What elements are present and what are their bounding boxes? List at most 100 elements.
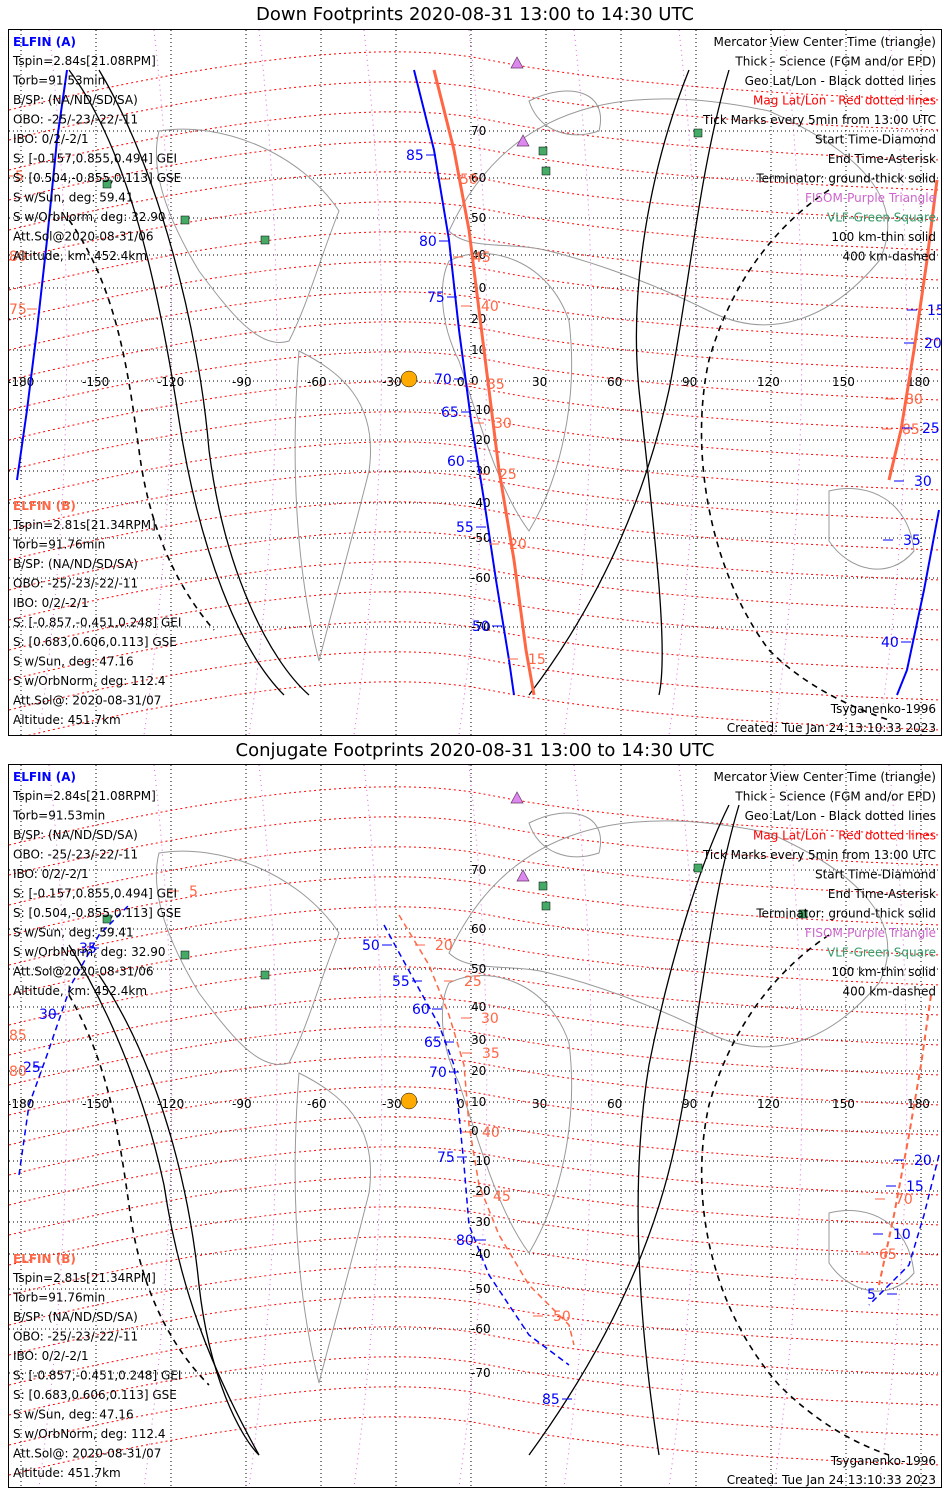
mag-meridian-line [773, 29, 803, 736]
mag-lat-line [8, 1356, 942, 1416]
legend-line: 400 km-dashed [842, 985, 936, 999]
lon-label: -60 [307, 375, 327, 389]
lat-label: -60 [471, 1322, 491, 1336]
track-tick-label: 30 [39, 1007, 57, 1023]
terminator-line [98, 974, 260, 1456]
elfin-b-info-line: S: [0.683,0.606,0.113] GSE [13, 635, 177, 649]
legend-line: End Time-Asterisk [828, 887, 936, 901]
elfin-a-info-line: Att.Sol@2020-08-31/06 [13, 230, 154, 244]
bottom-panel-title: Conjugate Footprints 2020-08-31 13:00 to… [235, 740, 715, 761]
vlf-square-icon [180, 215, 190, 225]
lat-label: -20 [471, 433, 491, 447]
mag-meridian-line [38, 764, 68, 1488]
lat-label: 70 [471, 124, 486, 138]
mag-lat-line [8, 996, 942, 1056]
legend-line: Tick Marks every 5min from 13:00 UTC [702, 848, 936, 862]
track-tick-label: 55 [456, 520, 474, 536]
terminator-400km-line [700, 934, 890, 1456]
legend-line: 100 km-thin solid [831, 965, 936, 979]
legend-line: Thick - Science (FGM and/or EPD) [734, 55, 936, 69]
elfin-a-info-line: Altitude, km: 452.4km [13, 249, 147, 263]
mag-lat-line [8, 591, 942, 651]
legend-line: FISOM-Purple Triangle [805, 191, 936, 205]
track-tick-label: 65 [441, 405, 459, 421]
elfin-a-info-line: S w/Sun, deg: 59.41 [13, 191, 134, 205]
lat-label: -40 [471, 496, 491, 510]
fisom-triangle-icon [516, 869, 530, 882]
mag-lat-line [8, 966, 942, 1026]
legend-line: FISOM-Purple Triangle [805, 926, 936, 940]
mag-meridian-line [143, 764, 173, 1488]
lon-label: -60 [307, 1097, 327, 1111]
elfin-a-track-right [868, 1154, 940, 1306]
lat-label: 20 [471, 1064, 486, 1078]
elfin-a-track-right [896, 509, 940, 696]
mag-lat-line [8, 1206, 942, 1266]
track-tick-label: 25 [464, 974, 482, 990]
mag-lat-line [8, 846, 942, 906]
track-tick-label: 15 [927, 303, 941, 319]
vlf-square-icon [102, 179, 112, 189]
legend-line: Terminator: ground-thick solid [755, 172, 936, 186]
mag-meridian-line [563, 29, 593, 736]
elfin-a-info-line: S w/Sun, deg: 59.41 [13, 926, 134, 940]
legend-line: Mag Lat/Lon - Red dotted lines [753, 94, 936, 108]
mag-meridian-line [563, 764, 593, 1488]
mag-lat-line [8, 291, 942, 351]
elfin-a-info-line: IBO: 0/2/-2/1 [13, 132, 89, 146]
lat-label: -50 [471, 531, 491, 545]
track-tick-label: 80 [905, 392, 923, 408]
lon-label: -120 [157, 375, 184, 389]
lat-label: 10 [471, 1095, 486, 1109]
elfin-a-info-line: S: [-0.157,0.855,0.494] GEI [13, 152, 177, 166]
track-tick-label: 50 [472, 619, 490, 635]
mag-lat-line [8, 621, 942, 681]
lon-label: -180 [9, 1097, 34, 1111]
fisom-triangle-icon [510, 791, 524, 804]
elfin-b-info-line: B/SP: (NA/ND/SD/SA) [13, 557, 138, 571]
south-america-outline [294, 350, 371, 662]
mag-lat-line [8, 876, 942, 936]
legend-line: Geo Lat/Lon - Black dotted lines [745, 74, 936, 88]
elfin-a-info-line: Torb=91.53min [12, 74, 105, 88]
mag-lat-line [8, 906, 942, 966]
lon-label: -120 [157, 1097, 184, 1111]
elfin-b-track-mid [398, 914, 575, 1346]
elfin-b-track-right [878, 994, 932, 1286]
australia-outline [828, 488, 915, 570]
north-america-outline [155, 128, 340, 343]
elfin-a-info-line: Torb=91.53min [12, 809, 105, 823]
lon-label: 180 [907, 375, 930, 389]
mag-meridian-line [353, 764, 383, 1488]
elfin-b-info-line: Altitude: 451.7km [13, 1466, 121, 1480]
mag-meridian-line [668, 29, 698, 736]
terminator-line [68, 944, 260, 1456]
sun-icon [400, 1092, 418, 1110]
track-tick-label: 85 [542, 1392, 560, 1408]
elfin-b-info-line: Altitude: 451.7km [13, 713, 121, 727]
mag-meridian-line [248, 29, 278, 736]
elfin-b-info-line: Tspin=2.81s[21.34RPM] [12, 1271, 156, 1285]
elfin-a-track-mid [383, 924, 570, 1366]
lon-label: 150 [832, 1097, 855, 1111]
elfin-b-track-mid [432, 69, 536, 696]
top-map-panel: -180 -150 -120 -90 -60 -30 0 30 60 90 120 150 180 70 6… [0, 29, 945, 741]
vlf-square-icon [538, 881, 548, 891]
africa-outline [442, 975, 573, 1254]
mag-meridian-line [458, 29, 488, 736]
mag-lat-line [8, 351, 942, 411]
track-tick-label: 50 [553, 1309, 571, 1325]
lon-label: -30 [382, 1097, 402, 1111]
elfin-a-info-line: Att.Sol@2020-08-31/06 [13, 965, 154, 979]
track-tick-label: 70 [895, 1192, 913, 1208]
elfin-b-track-right [887, 179, 939, 481]
mag-lat-line [8, 1146, 942, 1206]
vlf-square-icon [541, 901, 551, 911]
mag-lat-line [8, 231, 942, 291]
legend-line: Start Time-Diamond [815, 133, 936, 147]
track-tick-label: 80 [9, 249, 27, 265]
elfin-b-label: ELFIN (B) [13, 499, 76, 513]
track-tick-label: 45 [473, 250, 491, 266]
track-tick-label: 35 [79, 941, 97, 957]
lat-label: 30 [471, 1033, 486, 1047]
